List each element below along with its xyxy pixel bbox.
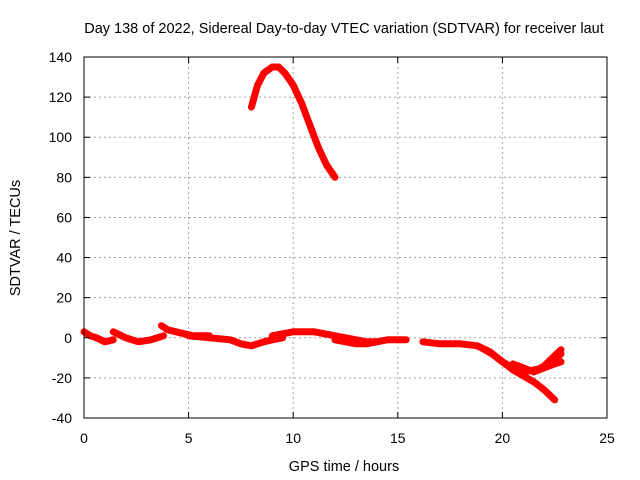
data-point xyxy=(165,327,171,333)
data-point xyxy=(420,339,426,345)
data-point xyxy=(290,82,296,88)
data-point xyxy=(94,335,100,341)
data-point xyxy=(395,337,401,343)
data-point xyxy=(437,341,443,347)
y-tick-label: -40 xyxy=(52,410,72,426)
data-point xyxy=(558,347,564,353)
data-point xyxy=(282,70,288,76)
x-tick-label: 0 xyxy=(80,430,88,446)
data-point xyxy=(186,333,192,339)
data-point xyxy=(301,329,307,335)
data-point xyxy=(489,351,495,357)
data-point xyxy=(520,365,526,371)
y-tick-label: 20 xyxy=(56,290,72,306)
data-point xyxy=(158,323,164,329)
data-point xyxy=(276,64,282,70)
data-point xyxy=(280,331,286,337)
y-tick-label: 40 xyxy=(56,250,72,266)
data-point xyxy=(255,341,261,347)
y-tick-label: 60 xyxy=(56,209,72,225)
y-tick-label: 120 xyxy=(49,89,73,105)
x-axis-label: GPS time / hours xyxy=(289,459,399,475)
data-point xyxy=(269,333,275,339)
y-axis-label: SDTVAR / TECUs xyxy=(8,180,24,296)
data-point xyxy=(541,387,547,393)
data-point xyxy=(269,64,275,70)
data-point xyxy=(403,337,409,343)
data-point xyxy=(110,329,116,335)
data-point xyxy=(531,369,537,375)
data-point xyxy=(290,329,296,335)
x-tick-label: 25 xyxy=(599,430,615,446)
data-point xyxy=(207,335,212,341)
data-point xyxy=(148,337,154,343)
series-arc-11 xyxy=(530,346,565,376)
data-point xyxy=(458,341,464,347)
x-tick-label: 5 xyxy=(185,430,193,446)
data-point xyxy=(510,361,516,367)
data-point xyxy=(261,70,267,76)
data-point xyxy=(384,337,390,343)
data-point xyxy=(531,379,537,385)
data-point xyxy=(558,359,564,365)
data-point xyxy=(248,343,254,349)
y-tick-label: 140 xyxy=(49,49,73,65)
data-point xyxy=(173,329,179,335)
data-point xyxy=(123,335,129,341)
data-point xyxy=(102,339,108,345)
data-point xyxy=(324,162,330,168)
data-point xyxy=(238,341,244,347)
x-tick-label: 20 xyxy=(495,430,511,446)
data-point xyxy=(541,363,547,369)
data-point xyxy=(248,104,254,110)
data-point xyxy=(552,397,558,403)
plot-frame xyxy=(83,56,608,419)
data-point xyxy=(161,333,166,339)
data-point xyxy=(322,331,328,337)
chart-title: Day 138 of 2022, Sidereal Day-to-day VTE… xyxy=(84,21,604,37)
data-point xyxy=(353,341,359,347)
data-point xyxy=(307,122,313,128)
data-point xyxy=(110,337,116,343)
data-point xyxy=(87,333,93,339)
data-point xyxy=(550,355,556,361)
data-point xyxy=(299,100,305,106)
data-point xyxy=(343,339,348,345)
data-point xyxy=(479,345,484,351)
axis-ticks: 0 5 10 15 20 25 -40 -20 0 20 40 60 80 100 120 140 xyxy=(49,49,615,446)
data-point xyxy=(332,337,338,343)
data-point xyxy=(363,341,369,347)
y-tick-label: 100 xyxy=(49,129,73,145)
data-point xyxy=(499,359,505,365)
y-tick-label: 0 xyxy=(64,330,72,346)
data-point xyxy=(261,339,267,345)
data-point xyxy=(332,174,338,180)
data-point xyxy=(135,339,141,345)
data-series xyxy=(80,63,565,404)
data-point xyxy=(315,144,321,150)
y-tick-label: -20 xyxy=(52,370,72,386)
x-tick-label: 15 xyxy=(390,430,406,446)
data-point xyxy=(255,82,261,88)
data-point xyxy=(374,339,380,345)
data-point xyxy=(227,337,233,343)
y-tick-label: 80 xyxy=(56,169,72,185)
x-tick-label: 10 xyxy=(285,430,301,446)
data-point xyxy=(311,329,317,335)
